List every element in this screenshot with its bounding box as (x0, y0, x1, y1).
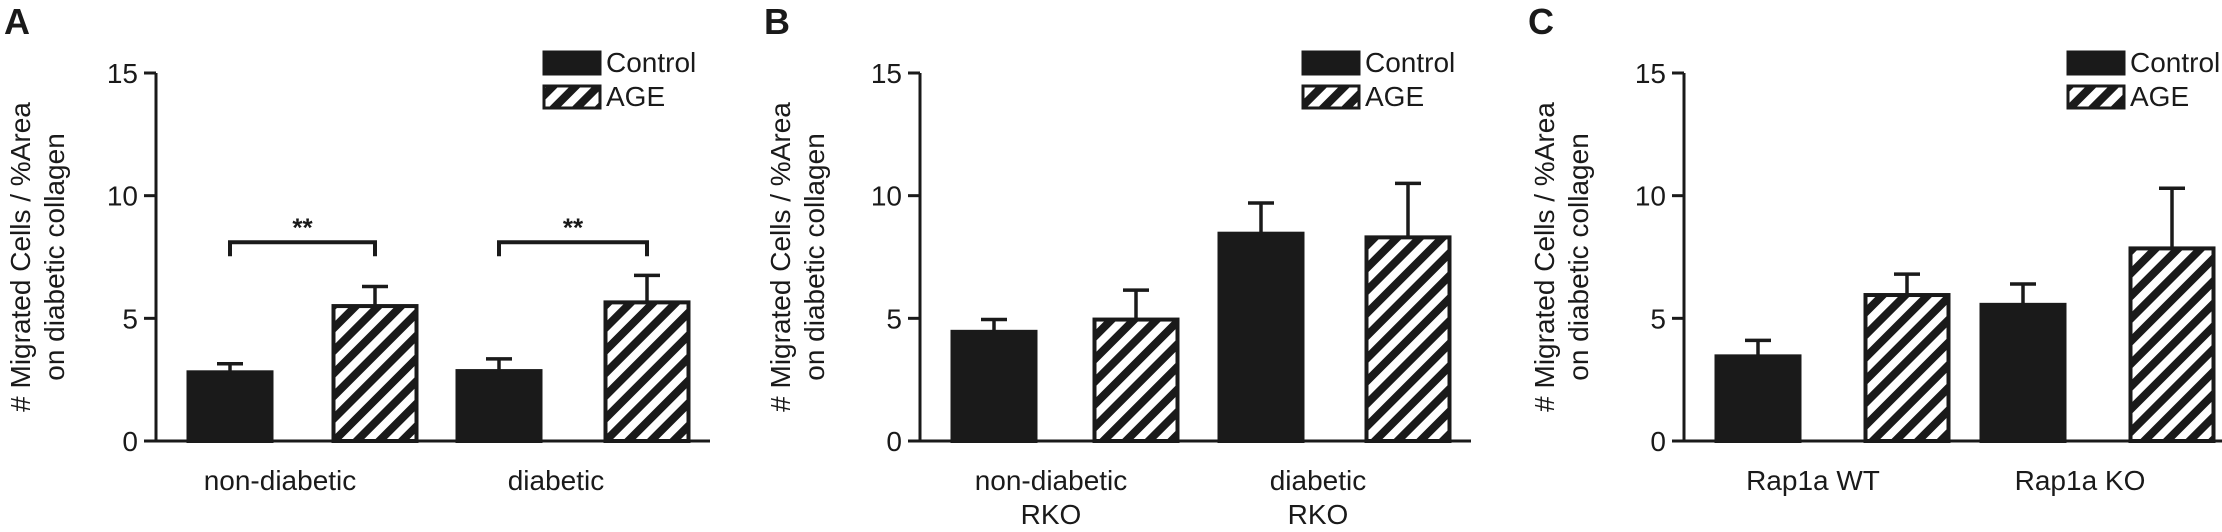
panel-A: A # Migrated Cells / %Area on diabetic col… (4, 1, 710, 496)
x-tick-label: diabetic (1270, 465, 1367, 496)
panel-letter: B (764, 1, 790, 42)
bracket-line (228, 240, 377, 257)
y-tick-label: 0 (122, 426, 138, 457)
bracket-line (497, 240, 649, 257)
y-axis-label: # Migrated Cells / %Area on diabetic coll… (1529, 102, 1594, 412)
y-axis-label-line: on diabetic collagen (1563, 133, 1594, 381)
legend-label: AGE (606, 81, 665, 112)
legend-swatch-age (1301, 84, 1361, 110)
bar-control (186, 370, 274, 444)
legend-label: Control (606, 47, 696, 78)
x-tick-label: non-diabetic (204, 465, 357, 496)
y-axis-label-line: # Migrated Cells / %Area (765, 102, 796, 412)
bar-control (1979, 302, 2067, 443)
y-tick-label: 0 (886, 426, 902, 457)
y-tick-label: 10 (871, 181, 902, 212)
legend-swatch-control (542, 50, 602, 76)
bar-age (1364, 235, 1452, 443)
legend-swatch-control (1301, 50, 1361, 76)
bar-control (950, 329, 1038, 443)
legend-label: AGE (1365, 81, 1424, 112)
y-axis-label-line: on diabetic collagen (799, 133, 830, 381)
y-tick-label: 5 (886, 303, 902, 334)
significance-label: ** (563, 212, 584, 242)
bar-age (603, 300, 691, 443)
legend-label: Control (2130, 47, 2220, 78)
y-tick-label: 5 (1650, 303, 1666, 334)
significance-bracket: ** (497, 212, 649, 257)
legend-label: Control (1365, 47, 1455, 78)
legend-label: AGE (2130, 81, 2189, 112)
bar-age (1092, 317, 1180, 443)
y-tick-label: 10 (107, 181, 138, 212)
y-tick-label: 15 (1635, 58, 1666, 89)
legend-swatch-age (2066, 84, 2126, 110)
bar-control (455, 369, 543, 443)
panel-letter: C (1528, 1, 1554, 42)
significance-label: ** (292, 212, 313, 242)
legend-swatch-control (2066, 50, 2126, 76)
bar-control (1217, 231, 1305, 443)
y-axis-label-line: on diabetic collagen (39, 133, 70, 381)
x-tick-label: non-diabetic (975, 465, 1128, 496)
significance-bracket: ** (228, 212, 377, 257)
panel-letter: A (4, 1, 30, 42)
y-tick-label: 15 (107, 58, 138, 89)
bar-control (1714, 354, 1802, 443)
y-tick-label: 5 (122, 303, 138, 334)
y-axis-label: # Migrated Cells / %Area on diabetic coll… (5, 102, 70, 412)
panel-C: C # Migrated Cells / %Area on diabetic col… (1528, 1, 2222, 496)
bar-age (2128, 246, 2216, 443)
x-tick-label: RKO (1021, 499, 1082, 530)
x-tick-label: diabetic (508, 465, 605, 496)
y-tick-label: 0 (1650, 426, 1666, 457)
bar-age (331, 304, 419, 444)
x-tick-label: RKO (1288, 499, 1349, 530)
x-tick-label: Rap1a WT (1746, 465, 1880, 496)
y-tick-label: 15 (871, 58, 902, 89)
y-axis-label: # Migrated Cells / %Area on diabetic coll… (765, 102, 830, 412)
y-axis-label-line: # Migrated Cells / %Area (1529, 102, 1560, 412)
legend-swatch-age (542, 84, 602, 110)
x-tick-label: Rap1a KO (2015, 465, 2146, 496)
y-axis-label-line: # Migrated Cells / %Area (5, 102, 36, 412)
panel-B: B # Migrated Cells / %Area on diabetic col… (764, 1, 1471, 530)
bar-age (1863, 293, 1951, 443)
y-tick-label: 10 (1635, 181, 1666, 212)
